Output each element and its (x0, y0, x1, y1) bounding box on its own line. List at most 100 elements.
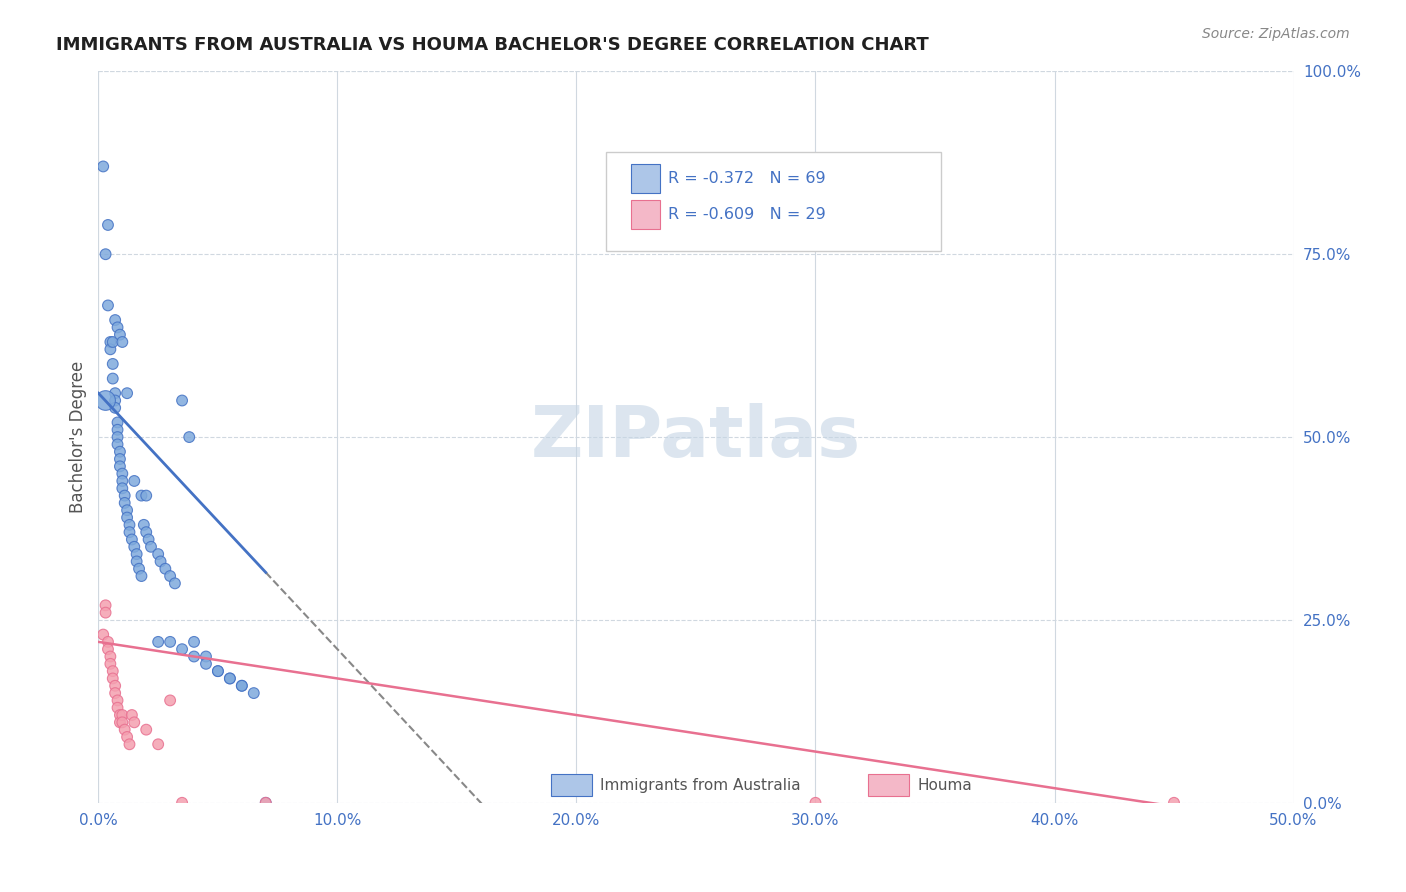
Point (231, 679, 253, 693)
Point (194, 649, 218, 664)
Point (135, 489, 157, 503)
Point (159, 693, 181, 707)
Point (163, 576, 186, 591)
Point (111, 334, 134, 349)
Point (98, 334, 122, 349)
Point (135, 723, 157, 737)
Point (118, 525, 141, 540)
Point (98, 657, 122, 671)
Point (155, 562, 177, 576)
Point (91, 160, 114, 174)
Point (128, 562, 150, 576)
Point (132, 517, 155, 532)
Point (159, 635, 181, 649)
Point (97, 218, 120, 232)
Point (172, 642, 194, 657)
Y-axis label: Bachelor's Degree: Bachelor's Degree (69, 361, 87, 513)
Point (104, 386, 127, 401)
Point (125, 554, 148, 568)
Point (107, 423, 129, 437)
Point (108, 444, 131, 458)
Point (108, 715, 131, 730)
Point (254, 796, 277, 810)
Point (131, 569, 153, 583)
Point (1163, 796, 1185, 810)
FancyBboxPatch shape (631, 163, 661, 193)
Point (254, 796, 277, 810)
Point (243, 686, 266, 700)
Text: R = -0.372   N = 69: R = -0.372 N = 69 (668, 170, 827, 186)
Point (124, 715, 146, 730)
Point (111, 474, 134, 488)
Point (219, 672, 242, 686)
FancyBboxPatch shape (868, 774, 908, 797)
Point (107, 430, 129, 444)
Point (98, 649, 122, 664)
Point (101, 371, 124, 385)
Point (115, 386, 138, 401)
Point (207, 664, 229, 678)
Point (159, 569, 181, 583)
Point (121, 533, 143, 547)
Point (97, 642, 120, 657)
Point (107, 700, 129, 714)
Point (114, 489, 136, 503)
Point (104, 401, 127, 415)
Point (139, 540, 162, 554)
Point (104, 679, 127, 693)
Point (108, 327, 131, 342)
Point (124, 474, 146, 488)
Point (107, 320, 129, 334)
Point (114, 723, 136, 737)
Point (108, 459, 131, 474)
Point (148, 737, 170, 751)
Point (124, 540, 146, 554)
Text: ZIPatlas: ZIPatlas (531, 402, 860, 472)
Point (97, 298, 120, 312)
Point (107, 437, 129, 451)
Point (104, 686, 127, 700)
Point (104, 313, 127, 327)
Point (94, 606, 117, 620)
Text: Immigrants from Australia: Immigrants from Australia (600, 778, 801, 793)
Point (183, 649, 205, 664)
Point (94, 599, 117, 613)
Point (207, 664, 229, 678)
Point (194, 657, 218, 671)
Text: R = -0.609   N = 29: R = -0.609 N = 29 (668, 207, 827, 222)
Point (148, 547, 170, 561)
Point (91, 627, 114, 641)
Point (172, 796, 194, 810)
Point (111, 708, 134, 723)
Point (98, 343, 122, 357)
Point (804, 796, 827, 810)
Point (138, 533, 160, 547)
Point (125, 547, 148, 561)
Point (219, 672, 242, 686)
Point (115, 510, 138, 524)
Point (107, 416, 129, 430)
Text: IMMIGRANTS FROM AUSTRALIA VS HOUMA BACHELOR'S DEGREE CORRELATION CHART: IMMIGRANTS FROM AUSTRALIA VS HOUMA BACHE… (56, 36, 929, 54)
FancyBboxPatch shape (606, 152, 941, 251)
Point (114, 496, 136, 510)
Point (97, 635, 120, 649)
FancyBboxPatch shape (551, 774, 592, 797)
Point (101, 334, 124, 349)
Point (101, 357, 124, 371)
Point (108, 708, 131, 723)
Point (101, 664, 124, 678)
Point (183, 635, 205, 649)
Point (115, 503, 138, 517)
Point (179, 430, 201, 444)
Point (231, 679, 253, 693)
Text: Houma: Houma (917, 778, 972, 793)
Point (111, 481, 134, 495)
Point (172, 393, 194, 408)
Point (111, 467, 134, 481)
Point (121, 708, 143, 723)
Point (135, 525, 157, 540)
Point (94, 393, 117, 408)
Point (101, 672, 124, 686)
Point (118, 737, 141, 751)
FancyBboxPatch shape (631, 200, 661, 229)
